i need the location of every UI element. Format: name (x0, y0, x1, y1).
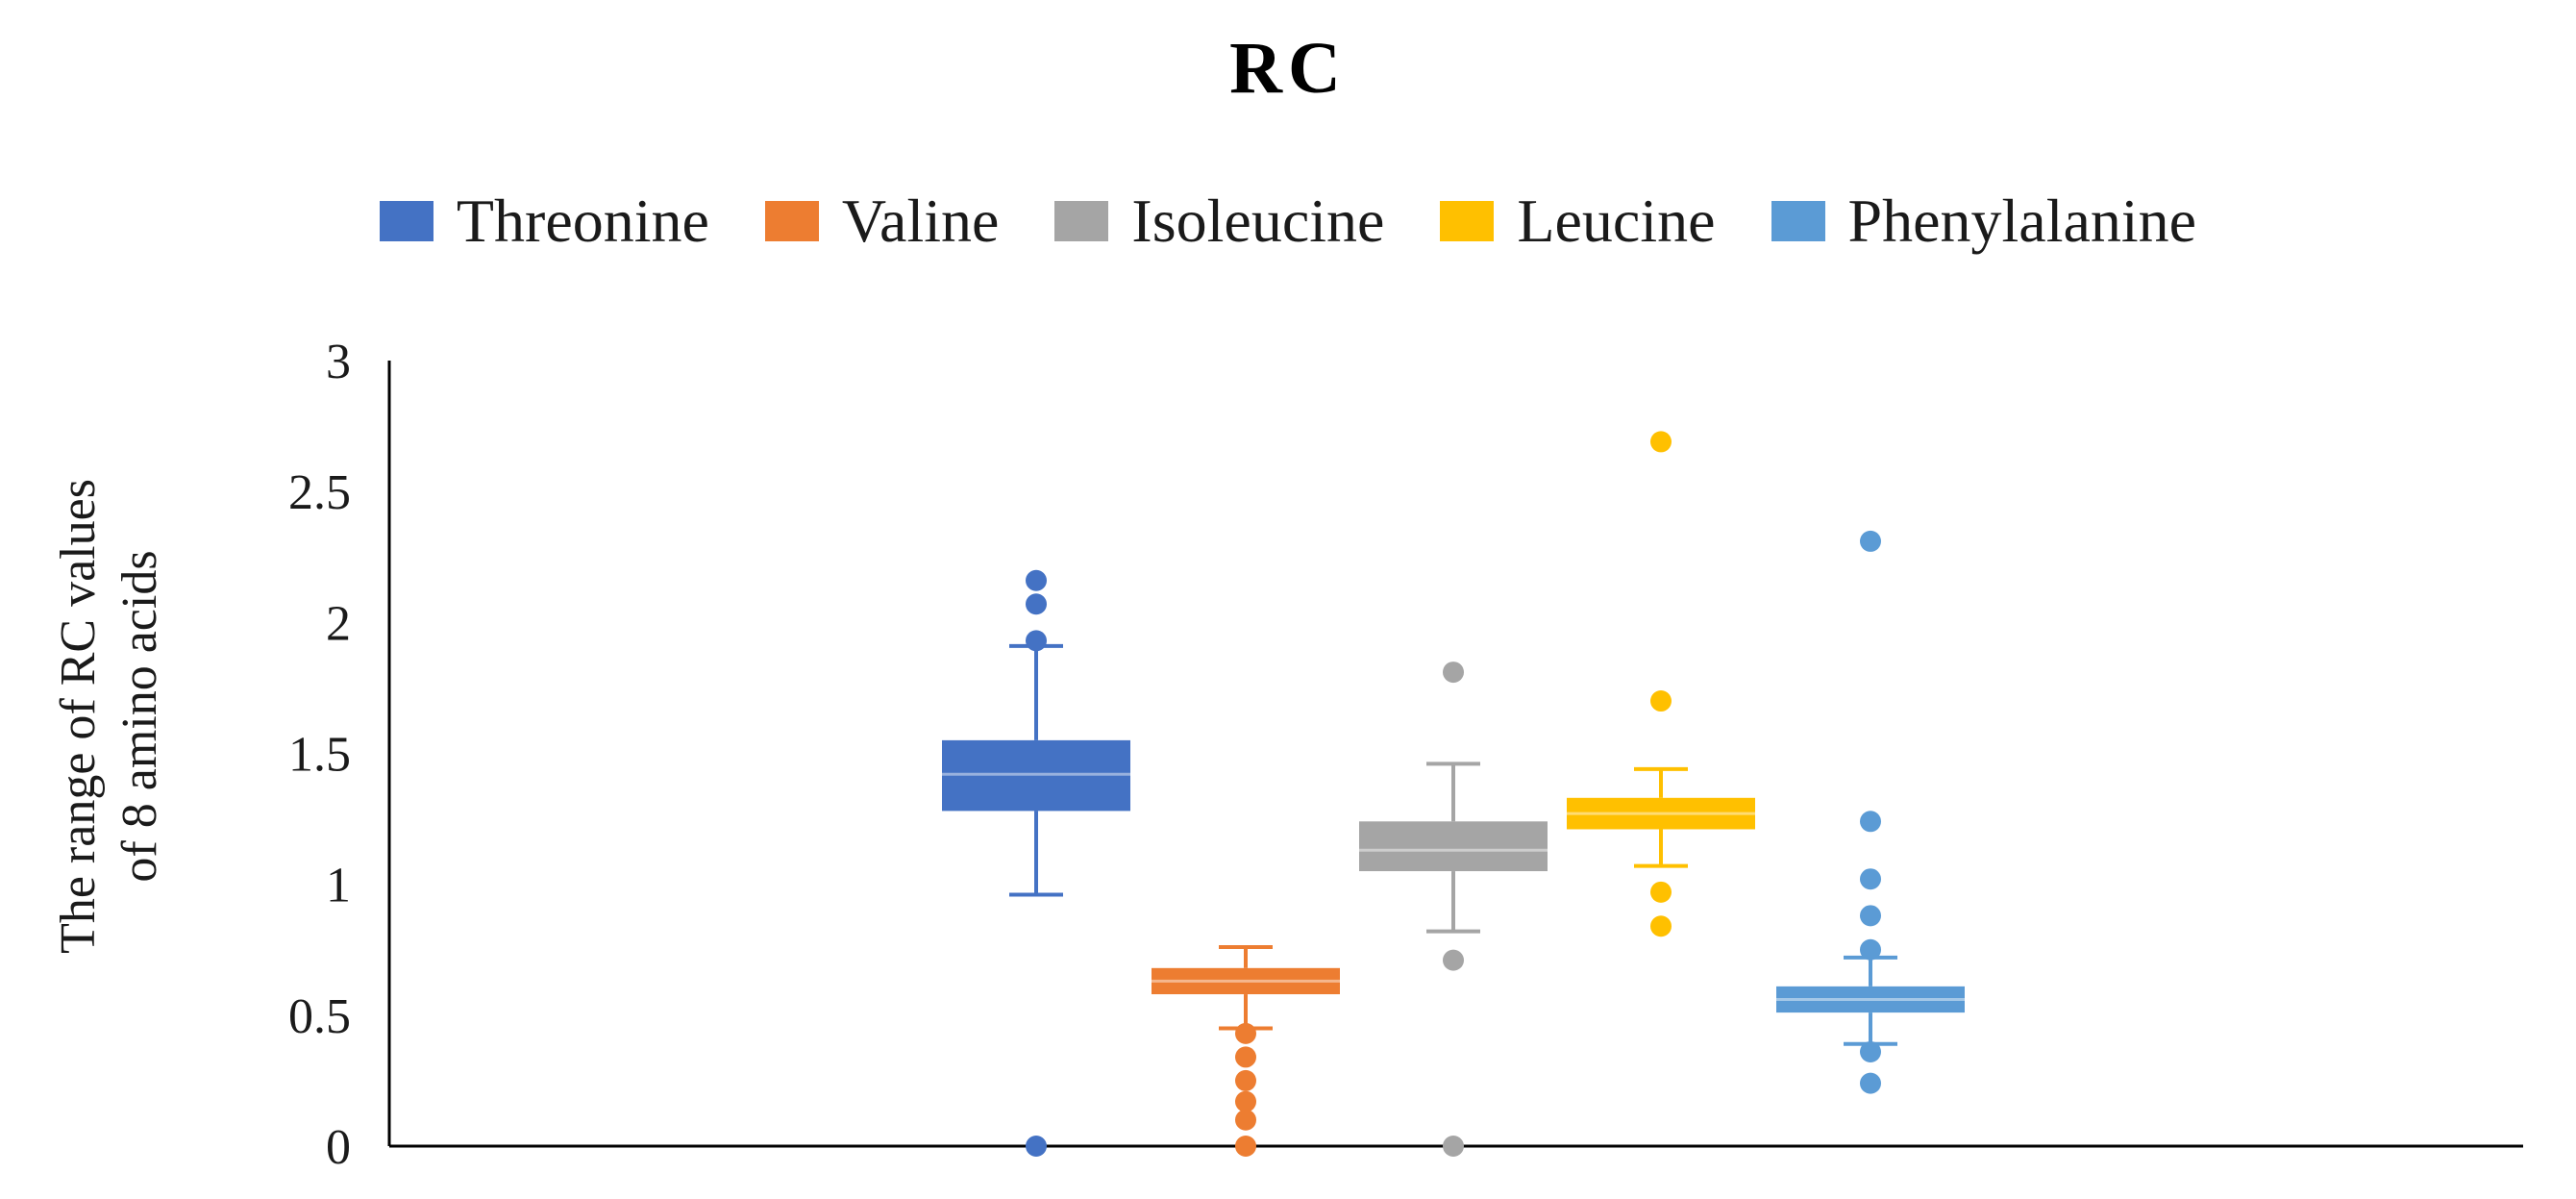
y-tick-label: 2.5 (288, 465, 351, 520)
y-axis-label-line: The range of RC values (51, 479, 106, 954)
legend-swatch (764, 201, 819, 241)
legend-swatch (1771, 201, 1825, 241)
outlier-point (1443, 1136, 1464, 1157)
box-iqr (942, 739, 1130, 812)
outlier-point (1650, 881, 1672, 903)
legend-swatch (379, 201, 433, 241)
outlier-point (1860, 1072, 1881, 1094)
legend-item-phenylalanine: Phenylalanine (1771, 186, 2197, 257)
outlier-point (1860, 1040, 1881, 1062)
y-tick-label: 1.5 (288, 728, 351, 783)
outlier-point (1235, 1090, 1256, 1112)
box-iqr (1776, 986, 1965, 1013)
legend-swatch (1054, 201, 1109, 241)
outlier-point (1235, 1069, 1256, 1091)
y-axis-label-line: of 8 amino acids (112, 550, 167, 882)
y-axis-label: The range of RC values of 8 amino acids (51, 479, 167, 954)
outlier-point (1860, 811, 1881, 833)
legend-label: Valine (841, 187, 1000, 255)
outlier-point (1650, 690, 1672, 712)
outlier-point (1860, 868, 1881, 890)
legend-item-threonine: Threonine (379, 186, 709, 257)
outlier-point (1235, 1046, 1256, 1068)
outlier-point (1860, 530, 1881, 552)
outlier-point (1860, 938, 1881, 961)
outlier-point (1443, 662, 1464, 684)
outlier-point (1860, 905, 1881, 927)
outlier-point (1026, 593, 1047, 615)
legend-label: Threonine (456, 187, 709, 255)
box-iqr (1152, 967, 1340, 995)
legend-item-leucine: Leucine (1440, 186, 1716, 257)
outlier-point (1235, 1136, 1256, 1157)
legend-swatch (1440, 201, 1495, 241)
outlier-point (1026, 630, 1047, 652)
outlier-point (1235, 1109, 1256, 1131)
legend-item-isoleucine: Isoleucine (1054, 186, 1384, 257)
box-group-phenylalanine (1776, 530, 1965, 1094)
legend-label: Leucine (1517, 187, 1716, 255)
box-group-valine (1152, 945, 1340, 1157)
legend-item-valine: Valine (764, 186, 1000, 257)
box-group-threonine (942, 569, 1130, 1157)
box-iqr (1359, 821, 1548, 872)
chart-title: RC (1229, 28, 1347, 109)
outlier-point (1650, 431, 1672, 453)
legend-label: Phenylalanine (1847, 187, 2197, 255)
y-tick-label: 1 (326, 859, 351, 913)
legend: Threonine Valine Isoleucine Leucine Phenylal… (0, 183, 2576, 260)
outlier-point (1650, 915, 1672, 937)
y-tick-label: 3 (326, 335, 351, 389)
y-tick-label: 0 (326, 1120, 351, 1175)
box-iqr (1567, 797, 1755, 830)
y-tick-label: 2 (326, 596, 351, 651)
outlier-point (1026, 569, 1047, 591)
box-group-leucine (1567, 431, 1755, 937)
outlier-point (1026, 1136, 1047, 1157)
outlier-point (1443, 949, 1464, 971)
y-tick-label: 0.5 (288, 989, 351, 1044)
legend-label: Isoleucine (1131, 187, 1385, 255)
outlier-point (1235, 1022, 1256, 1044)
box-group-isoleucine (1359, 662, 1548, 1157)
